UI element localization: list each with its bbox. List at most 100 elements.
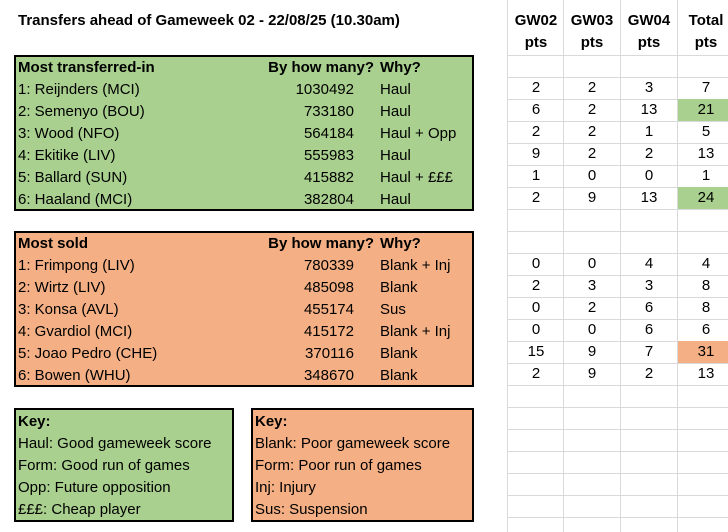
player-name: 2: Semenyo (BOU) — [18, 103, 145, 120]
sold-row: 6: Bowen (WHU) 348670 Blank — [16, 365, 472, 387]
grid-line — [507, 473, 728, 474]
gw03-pts-cell: 2 — [587, 299, 597, 316]
key-line: £££: Cheap player — [18, 501, 141, 518]
gw03-pts-cell: 2 — [587, 101, 597, 118]
column-why: Why? — [380, 59, 421, 76]
transferred-in-row: 3: Wood (NFO) 564184 Haul + Opp — [16, 123, 472, 145]
key-orange: Key: Blank: Poor gameweek score Form: Po… — [251, 408, 474, 522]
gw04-pts-cell: 2 — [644, 365, 654, 382]
grid-line — [507, 121, 728, 122]
gw04-pts-cell: 2 — [644, 145, 654, 162]
gw03-pts-cell: 0 — [587, 255, 597, 272]
gw03-pts-cell: 2 — [587, 145, 597, 162]
reason: Blank — [380, 367, 418, 384]
player-name: 4: Ekitike (LIV) — [18, 147, 116, 164]
total-pts-cell: 5 — [701, 123, 711, 140]
gw04-pts-cell: 4 — [644, 255, 654, 272]
gw04-pts-cell: 1 — [644, 123, 654, 140]
total-pts-cell: 13 — [697, 145, 715, 162]
total-pts-cell: 24 — [678, 187, 728, 209]
reason: Blank — [380, 345, 418, 362]
grid-line — [507, 429, 728, 430]
total-pts-cell: 13 — [697, 365, 715, 382]
grid-line — [507, 363, 728, 364]
gw03-pts-cell: 0 — [587, 321, 597, 338]
gw04-pts-cell: 13 — [640, 101, 658, 118]
grid-line — [507, 451, 728, 452]
reason: Haul — [380, 147, 411, 164]
transfer-count: 415882 — [303, 169, 354, 186]
grid-line — [507, 187, 728, 188]
transfer-count: 555983 — [303, 147, 354, 164]
transfer-count: 564184 — [303, 125, 354, 142]
grid-line — [507, 209, 728, 210]
player-name: 6: Haaland (MCI) — [18, 191, 133, 208]
gw04-pts-cell: 3 — [644, 79, 654, 96]
player-name: 4: Gvardiol (MCI) — [18, 323, 133, 340]
transfer-count: 485098 — [303, 279, 354, 296]
gw03-pts-cell: 2 — [587, 123, 597, 140]
transferred-in-row: 4: Ekitike (LIV) 555983 Haul — [16, 145, 472, 167]
gw03-pts-cell: 9 — [587, 343, 597, 360]
grid-line — [507, 517, 728, 518]
reason: Haul — [380, 191, 411, 208]
gw02-pts-cell: 2 — [531, 189, 541, 206]
sheet-title: Transfers ahead of Gameweek 02 - 22/08/2… — [18, 12, 400, 29]
header-total: Total pts — [688, 12, 724, 51]
gw04-pts-cell: 6 — [644, 299, 654, 316]
gw04-pts-cell: 6 — [644, 321, 654, 338]
player-name: 5: Joao Pedro (CHE) — [18, 345, 158, 362]
grid-line — [507, 165, 728, 166]
grid-line — [507, 319, 728, 320]
transfer-count: 382804 — [303, 191, 354, 208]
transferred-in-row: 1: Reijnders (MCI) 1030492 Haul — [16, 79, 472, 101]
key-line: Sus: Suspension — [255, 501, 368, 518]
player-name: 6: Bowen (WHU) — [18, 367, 131, 384]
grid-line — [507, 143, 728, 144]
column-player: Most transferred-in — [18, 59, 155, 76]
column-count: By how many? — [268, 59, 374, 76]
transfer-count: 780339 — [303, 257, 354, 274]
grid-line — [507, 55, 728, 56]
total-pts-cell: 8 — [701, 299, 711, 316]
grid-line — [507, 99, 728, 100]
gw02-pts-cell: 15 — [527, 343, 545, 360]
key-line: Form: Good run of games — [18, 457, 190, 474]
gw02-pts-cell: 0 — [531, 321, 541, 338]
grid-line — [507, 253, 728, 254]
reason: Blank + Inj — [380, 323, 451, 340]
player-name: 5: Ballard (SUN) — [18, 169, 128, 186]
gw02-pts-cell: 0 — [531, 299, 541, 316]
total-pts-cell: 1 — [701, 167, 711, 184]
transfer-count: 348670 — [303, 367, 354, 384]
grid-line — [507, 495, 728, 496]
player-name: 2: Wirtz (LIV) — [18, 279, 106, 296]
gw02-pts-cell: 2 — [531, 123, 541, 140]
key-line: Blank: Poor gameweek score — [255, 435, 451, 452]
transfer-count: 415172 — [303, 323, 354, 340]
gw04-pts-cell: 3 — [644, 277, 654, 294]
gw02-pts-cell: 2 — [531, 277, 541, 294]
header-gw02: GW02 pts — [514, 12, 558, 51]
key-line: Inj: Injury — [255, 479, 316, 496]
transfer-count: 455174 — [303, 301, 354, 318]
sold-row: 3: Konsa (AVL) 455174 Sus — [16, 299, 472, 321]
grid-line — [507, 77, 728, 78]
reason: Blank — [380, 279, 418, 296]
gw03-pts-cell: 9 — [587, 365, 597, 382]
gw02-pts-cell: 6 — [531, 101, 541, 118]
transferred-in-header: Most transferred-in By how many? Why? — [16, 57, 472, 79]
gw02-pts-cell: 0 — [531, 255, 541, 272]
reason: Haul + £££ — [380, 169, 453, 186]
sold-row: 5: Joao Pedro (CHE) 370116 Blank — [16, 343, 472, 365]
gw03-pts-cell: 2 — [587, 79, 597, 96]
grid-line — [507, 385, 728, 386]
transferred-in-row: 5: Ballard (SUN) 415882 Haul + £££ — [16, 167, 472, 189]
transferred-in-row: 2: Semenyo (BOU) 733180 Haul — [16, 101, 472, 123]
key-title: Key: — [255, 413, 288, 430]
total-pts-cell: 31 — [678, 341, 728, 363]
sold-header: Most sold By how many? Why? — [16, 233, 472, 255]
reason: Blank + Inj — [380, 257, 451, 274]
grid-line — [507, 297, 728, 298]
total-pts-cell: 4 — [701, 255, 711, 272]
